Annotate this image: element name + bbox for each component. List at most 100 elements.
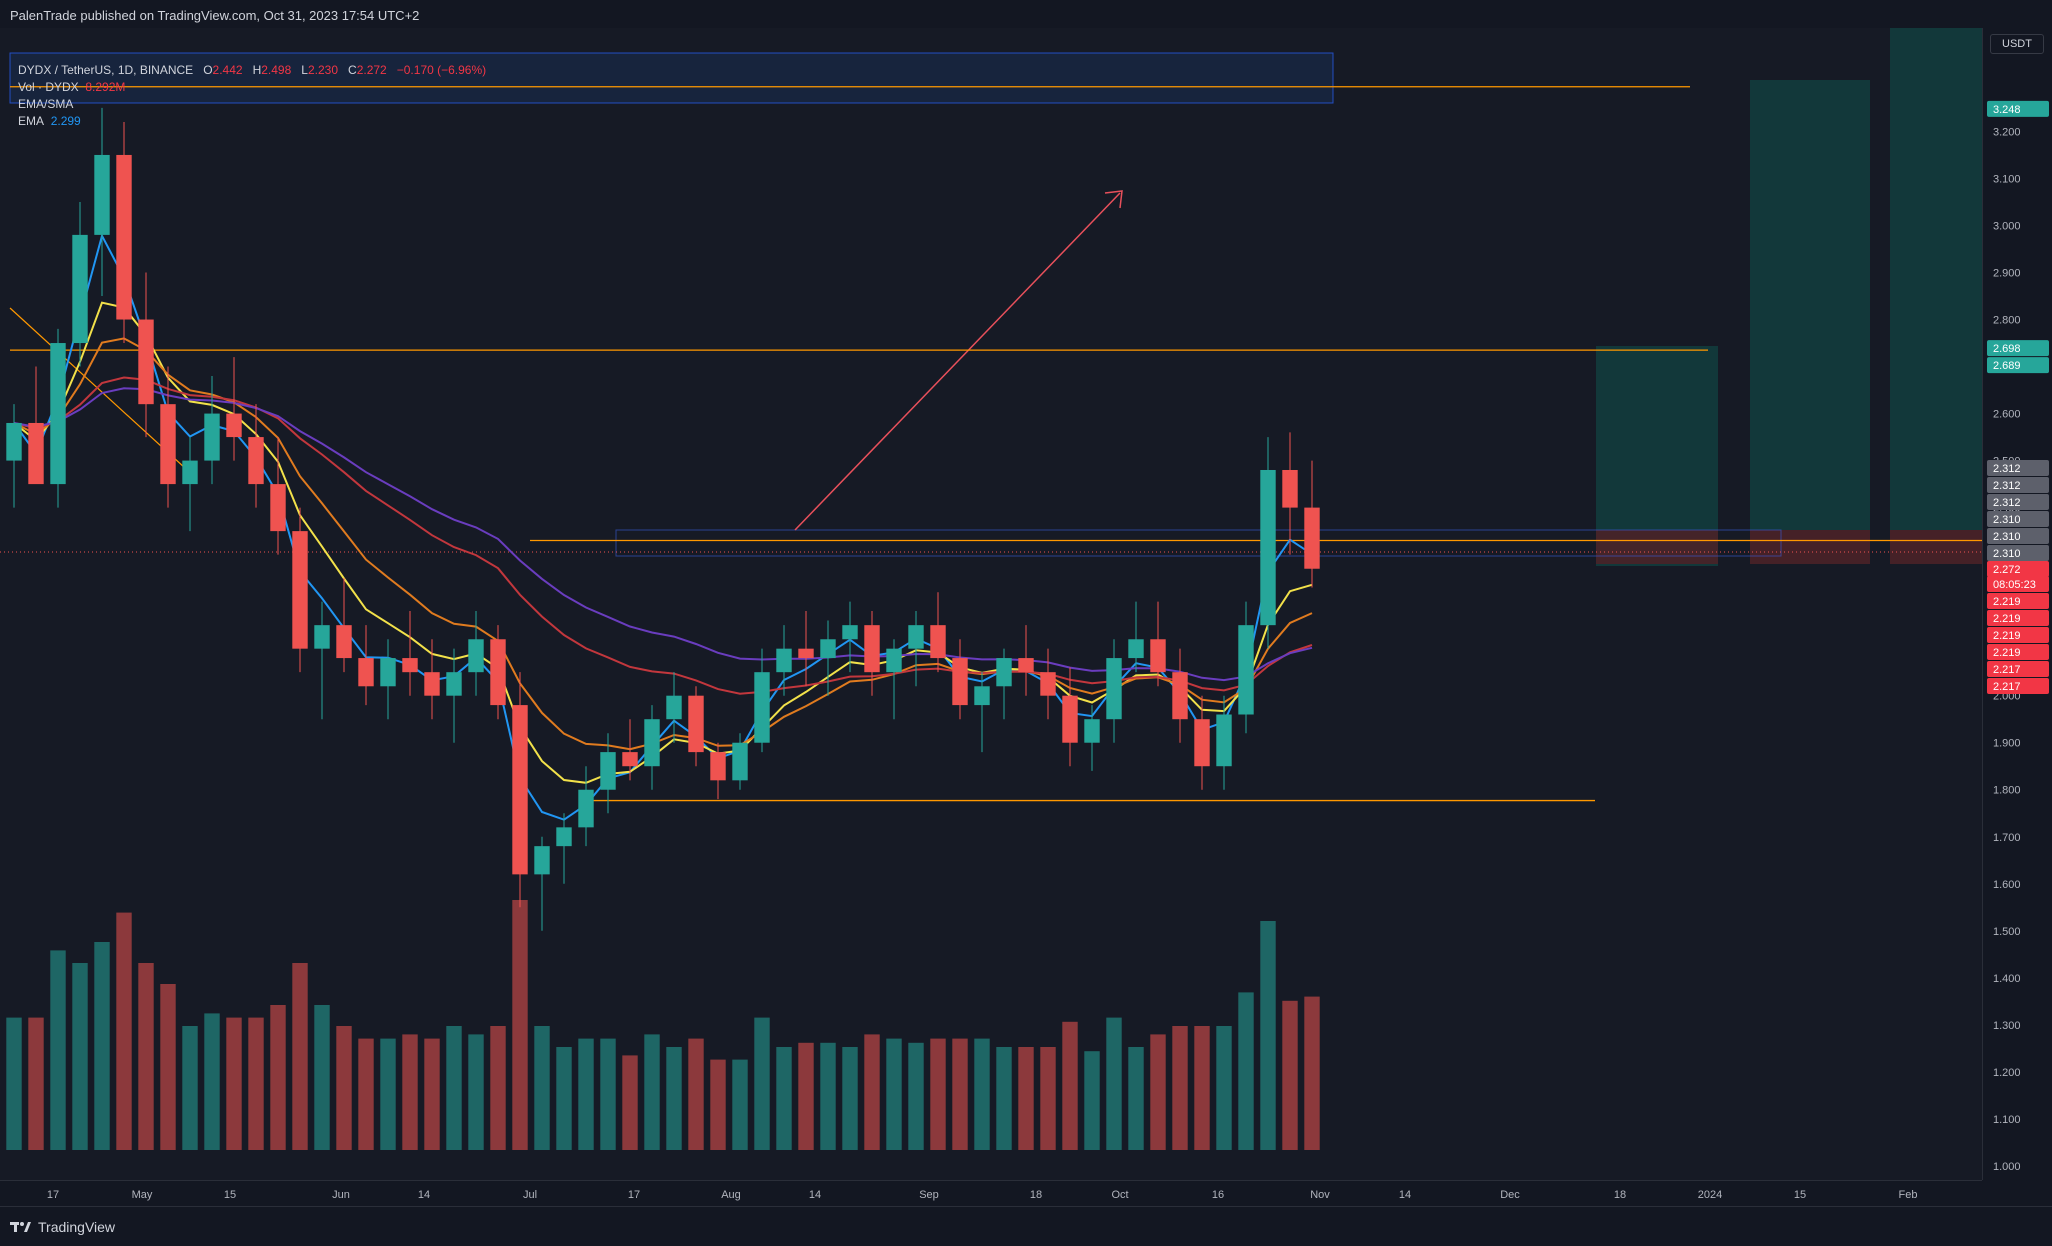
legend-low: 2.230	[307, 63, 339, 77]
legend-ema-row[interactable]: EMA 2.299	[18, 113, 486, 130]
candle-body	[644, 719, 660, 767]
legend-close: 2.272	[356, 63, 387, 77]
legend-ema-value: 2.299	[50, 114, 81, 128]
volume-bar	[600, 1038, 616, 1150]
candle-body	[710, 752, 726, 781]
price-tick-label: 3.200	[1993, 126, 2021, 138]
price-label-box	[1987, 610, 2049, 626]
volume-bar	[512, 900, 528, 1150]
price-label-box	[1987, 494, 2049, 510]
time-tick-label: 14	[1399, 1189, 1411, 1201]
candle-body	[182, 460, 198, 485]
legend-change: −0.170 (−6.96%)	[396, 63, 487, 77]
long-target-zone-2[interactable]	[1750, 80, 1870, 530]
volume-bar	[1282, 1000, 1298, 1150]
price-label-text: 2.310	[1993, 548, 2021, 560]
legend-volume-row[interactable]: Vol · DYDX 8.292M	[18, 79, 486, 96]
legend-ema-label: EMA	[18, 114, 45, 128]
candle-body	[1084, 719, 1100, 743]
volume-bar	[292, 963, 308, 1150]
legend: DYDX / TetherUS, 1D, BINANCE O2.442 H2.4…	[18, 62, 486, 130]
volume-bar	[644, 1034, 660, 1150]
volume-bar	[776, 1047, 792, 1150]
tradingview-logo[interactable]: TradingView	[10, 1219, 115, 1235]
time-axis[interactable]: 17 May 15 Jun 14 Jul 17 Aug 14 Sep 18 Oct 16 Nov 14 Dec…	[0, 1180, 1982, 1207]
legend-symbol[interactable]: DYDX / TetherUS, 1D, BINANCE	[18, 63, 194, 77]
volume-bar	[820, 1042, 836, 1150]
candle-body	[1282, 469, 1298, 508]
price-tick-label: 1.800	[1993, 785, 2021, 797]
time-tick-label: 18	[1614, 1189, 1626, 1201]
price-label-box	[1987, 340, 2049, 357]
publish-line: PalenTrade published on TradingView.com,…	[10, 8, 420, 23]
time-tick-label: 17	[628, 1189, 640, 1201]
time-tick-label: 15	[224, 1189, 236, 1201]
legend-ohlc-row: DYDX / TetherUS, 1D, BINANCE O2.442 H2.4…	[18, 62, 486, 79]
time-tick-label: Nov	[1310, 1189, 1330, 1201]
time-tick-label: 14	[809, 1189, 821, 1201]
candle-body	[622, 752, 638, 767]
volume-bar	[1084, 1051, 1100, 1150]
price-label-text: 2.219	[1993, 647, 2021, 659]
horizontal-levels[interactable]	[10, 86, 1982, 802]
volume-bar	[1238, 992, 1254, 1150]
volume-bar	[996, 1047, 1012, 1150]
candle-body	[996, 658, 1012, 687]
tradingview-logo-icon	[10, 1222, 31, 1232]
candle-body	[578, 789, 594, 828]
volume-bar	[974, 1038, 990, 1150]
chart-svg[interactable]	[0, 28, 1982, 1180]
long-target-zone-1[interactable]	[1596, 346, 1718, 566]
volume-bar	[248, 1017, 264, 1150]
volume-bar	[6, 1017, 22, 1150]
candle-body	[468, 639, 484, 673]
long-target-zone-3[interactable]	[1890, 28, 1982, 530]
long-stop-zone-3[interactable]	[1890, 530, 1982, 564]
time-tick-label: Aug	[721, 1189, 741, 1201]
volume-bar	[314, 1005, 330, 1150]
candle-body	[820, 639, 836, 659]
supply-zone[interactable]	[9, 52, 1334, 104]
volume-bar	[1106, 1017, 1122, 1150]
candle-body	[754, 672, 770, 743]
footer-brand: TradingView	[38, 1219, 116, 1235]
price-label-text: 2.219	[1993, 613, 2021, 625]
price-label-box	[1987, 528, 2049, 544]
price-label-box	[1987, 644, 2049, 660]
sma-red-line	[13, 376, 1313, 695]
volume-bar	[1040, 1047, 1056, 1150]
price-scale[interactable]: 3.2003.1003.0002.9002.8002.7002.6002.500…	[1982, 28, 2052, 1180]
moving-averages	[13, 233, 1313, 821]
candle-body	[776, 648, 792, 673]
currency-button[interactable]: USDT	[1990, 34, 2044, 54]
candle-body	[908, 625, 924, 649]
projection-arrow[interactable]	[794, 192, 1121, 531]
price-label-box	[1987, 661, 2049, 677]
ema-fast-line	[13, 233, 1313, 821]
time-tick-label: Dec	[1500, 1189, 1520, 1201]
range-box[interactable]	[615, 529, 1782, 557]
price-label-text: 2.217	[1993, 681, 2021, 693]
long-stop-zone-1[interactable]	[1596, 530, 1718, 564]
candle-body	[94, 154, 110, 235]
chart-pane[interactable]: DYDX / TetherUS, 1D, BINANCE O2.442 H2.4…	[0, 28, 1982, 1180]
candle-body	[842, 625, 858, 640]
price-scale-svg: 3.2003.1003.0002.9002.8002.7002.6002.500…	[1987, 100, 2049, 1173]
candle-body	[292, 531, 308, 649]
price-label-box	[1987, 545, 2049, 561]
volume-bar	[1216, 1026, 1232, 1150]
volume-bar	[50, 950, 66, 1150]
time-tick-label: 15	[1794, 1189, 1806, 1201]
candle-body	[1106, 658, 1122, 720]
volume-bar	[864, 1034, 880, 1150]
candle-body	[600, 752, 616, 790]
price-label-box	[1987, 477, 2049, 493]
candle-body	[864, 625, 880, 673]
price-label-text: 2.312	[1993, 463, 2021, 475]
candles	[6, 107, 1320, 931]
volume-bar	[226, 1017, 242, 1150]
long-stop-zone-2[interactable]	[1750, 530, 1870, 564]
candle-body	[688, 695, 704, 753]
volume-bar	[94, 942, 110, 1150]
legend-ema-sma-row[interactable]: EMA/SMA	[18, 96, 486, 113]
